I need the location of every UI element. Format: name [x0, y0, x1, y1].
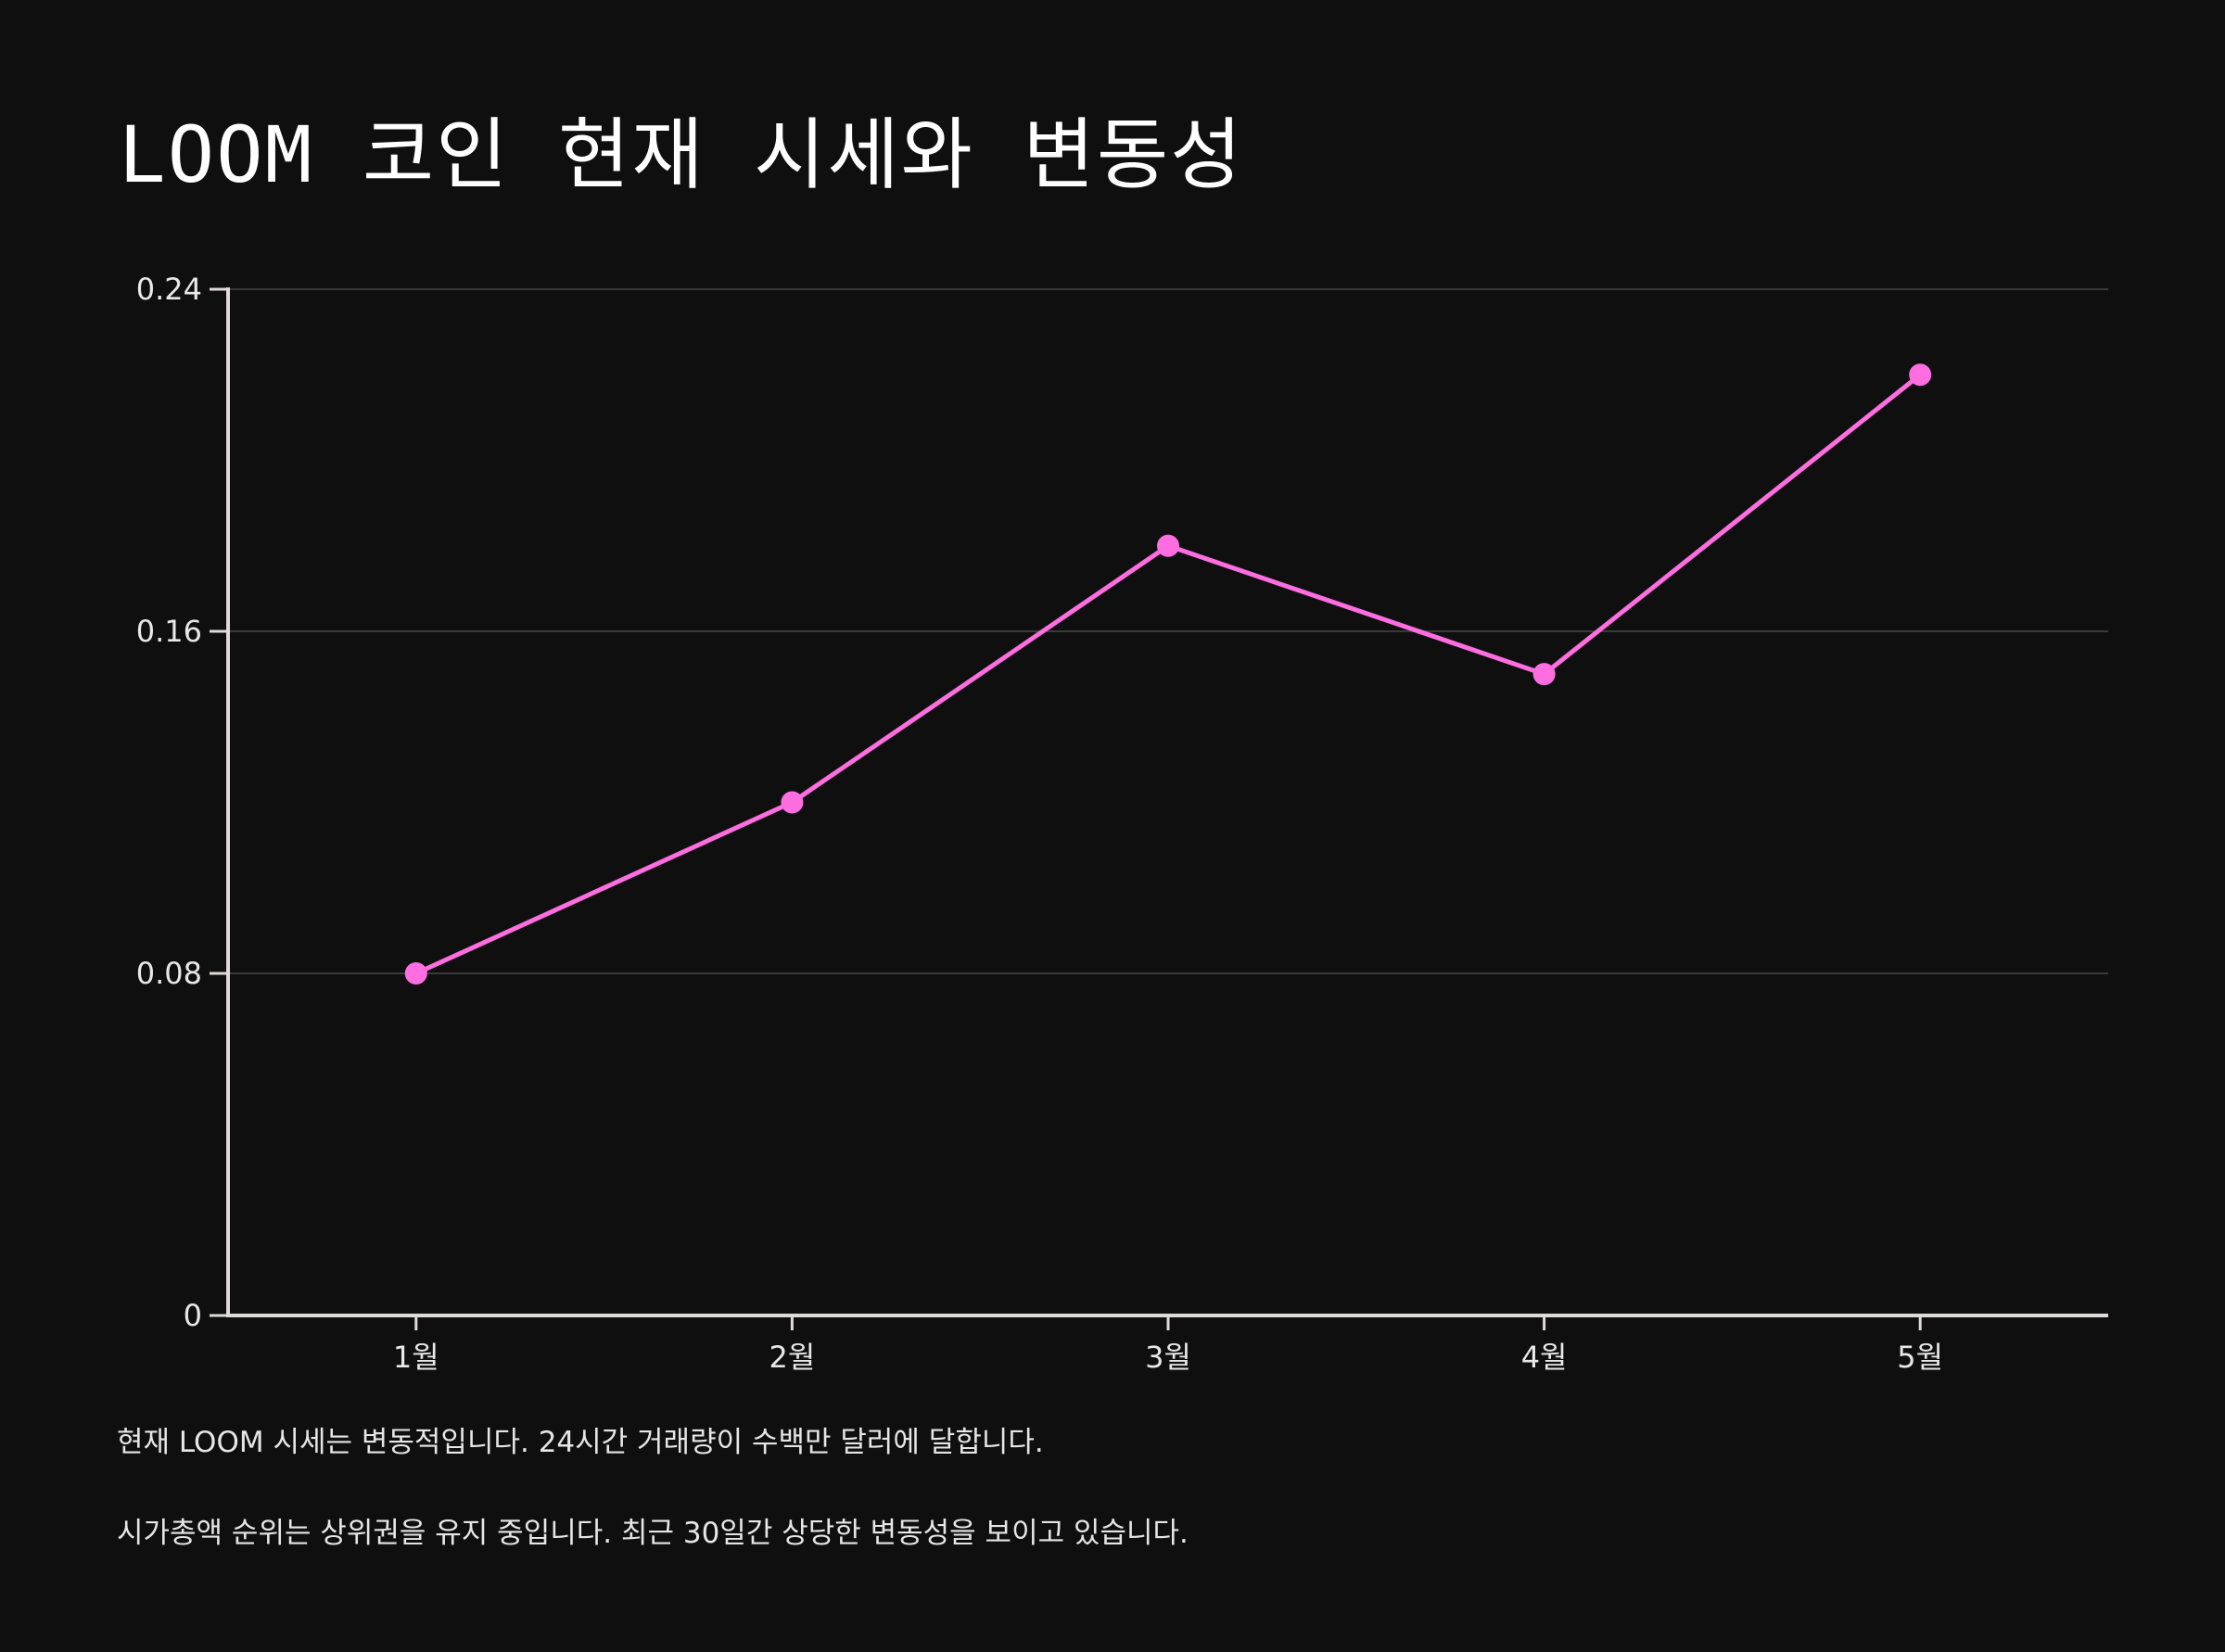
data-point	[1909, 363, 1932, 387]
x-tick-label: 1월	[393, 1340, 439, 1375]
caption-volatility: 시가총액 순위는 상위권을 유지 중입니다. 최근 30일간 상당한 변동성을 …	[117, 1517, 1189, 1550]
x-tick-label: 4월	[1521, 1340, 1568, 1375]
data-point	[1532, 663, 1556, 686]
data-point	[404, 962, 427, 985]
data-point	[781, 791, 804, 814]
y-tick-label: 0	[184, 1298, 202, 1333]
series-line	[414, 373, 1922, 976]
x-tick-label: 5월	[1897, 1340, 1943, 1375]
caption-volume: 현재 LOOM 시세는 변동적입니다. 24시간 거래량이 수백만 달러에 달합…	[117, 1426, 1044, 1459]
x-tick-label: 2월	[769, 1340, 815, 1375]
y-tick-label: 0.08	[136, 956, 202, 991]
y-tick-label: 0.24	[136, 272, 202, 307]
chart-title: LOOM 코인 현재 시세와 변동성	[119, 109, 1244, 200]
x-tick-label: 3월	[1145, 1340, 1191, 1375]
y-tick-label: 0.16	[136, 614, 202, 649]
data-point	[1157, 534, 1179, 557]
